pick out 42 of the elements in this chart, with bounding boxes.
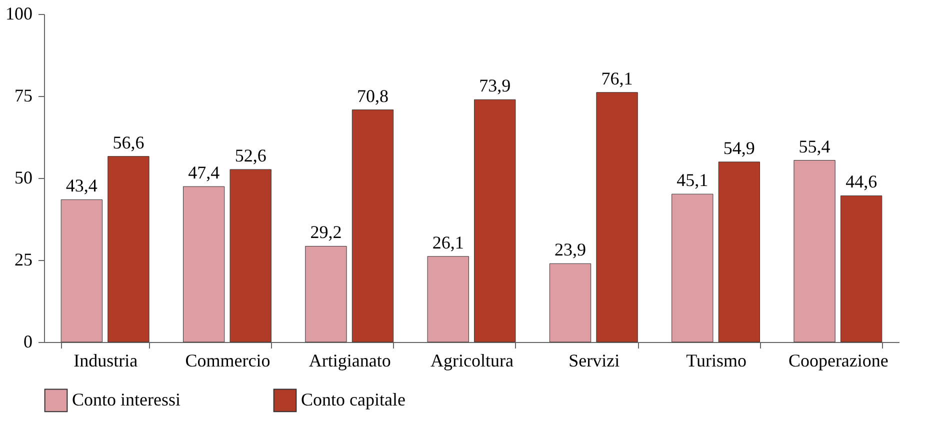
bar bbox=[840, 195, 882, 342]
data-label: 26,1 bbox=[432, 232, 464, 252]
x-tick-label: Cooperazione bbox=[788, 350, 888, 370]
data-label: 54,9 bbox=[723, 138, 755, 158]
bar bbox=[549, 263, 592, 342]
data-label: 55,4 bbox=[798, 136, 830, 156]
bar bbox=[718, 162, 760, 342]
data-label: 73,9 bbox=[479, 76, 511, 96]
bar bbox=[230, 169, 272, 342]
y-tick-label: 100 bbox=[6, 4, 32, 24]
x-tick-label: Commercio bbox=[185, 350, 270, 370]
bar bbox=[672, 194, 714, 342]
x-tick-label: Servizi bbox=[568, 350, 620, 370]
data-label: 56,6 bbox=[112, 132, 144, 152]
bar bbox=[596, 92, 638, 342]
data-label: 43,4 bbox=[66, 176, 98, 196]
legend-label: Conto interessi bbox=[72, 389, 180, 410]
x-tick-label: Turismo bbox=[686, 350, 746, 370]
bar bbox=[108, 156, 150, 342]
data-label: 23,9 bbox=[554, 240, 586, 260]
y-tick-label: 50 bbox=[14, 168, 32, 188]
legend-label: Conto capitale bbox=[301, 389, 406, 410]
y-tick-label: 75 bbox=[14, 86, 32, 106]
bar bbox=[305, 246, 347, 342]
data-label: 52,6 bbox=[234, 145, 266, 166]
x-tick-label: Industria bbox=[74, 350, 138, 370]
data-label: 70,8 bbox=[356, 86, 388, 106]
bar bbox=[182, 186, 225, 342]
data-label: 29,2 bbox=[310, 222, 342, 242]
y-tick-label: 0 bbox=[24, 332, 32, 352]
y-tick-label: 25 bbox=[14, 250, 32, 270]
x-tick-label: Agricoltura bbox=[430, 350, 514, 370]
data-label: 76,1 bbox=[601, 68, 633, 88]
data-label: 47,4 bbox=[188, 162, 220, 183]
bar bbox=[474, 99, 516, 342]
data-label: 45,1 bbox=[676, 170, 708, 190]
data-label: 44,6 bbox=[846, 172, 878, 192]
bar bbox=[60, 199, 103, 342]
bar bbox=[352, 110, 394, 342]
bar bbox=[794, 160, 836, 342]
bar bbox=[427, 256, 469, 342]
x-tick-label: Artigianato bbox=[308, 350, 391, 370]
